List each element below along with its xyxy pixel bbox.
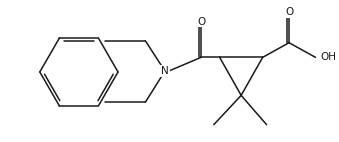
Text: O: O [197, 17, 205, 27]
Text: N: N [161, 66, 169, 76]
Text: OH: OH [320, 52, 336, 62]
Text: O: O [285, 7, 293, 17]
